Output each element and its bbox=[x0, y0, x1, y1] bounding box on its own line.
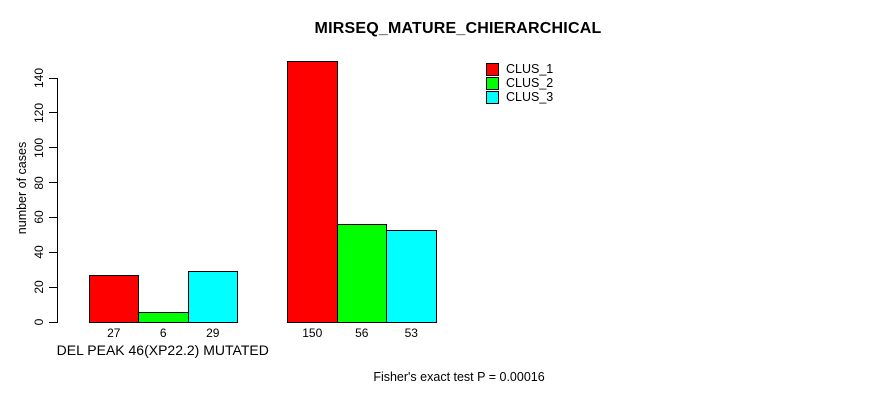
y-tick bbox=[49, 112, 57, 114]
legend-item: CLUS_1 bbox=[486, 62, 553, 76]
legend-label: CLUS_1 bbox=[506, 62, 554, 76]
y-tick-label: 100 bbox=[31, 137, 46, 158]
y-tick-label: 0 bbox=[31, 318, 46, 326]
y-tick-label: 20 bbox=[31, 280, 46, 294]
chart-title: MIRSEQ_MATURE_CHIERARCHICAL bbox=[314, 20, 602, 37]
legend: CLUS_1 CLUS_2 CLUS_3 bbox=[486, 62, 553, 104]
legend-item: CLUS_2 bbox=[486, 76, 553, 90]
bar bbox=[386, 229, 437, 323]
legend-swatch bbox=[486, 90, 499, 104]
bar-value-label: 150 bbox=[302, 325, 323, 340]
bar bbox=[88, 274, 139, 323]
bar-value-label: 56 bbox=[355, 325, 369, 340]
legend-swatch bbox=[486, 62, 499, 76]
bar bbox=[138, 311, 189, 323]
y-tick-label: 140 bbox=[31, 67, 46, 89]
y-tick bbox=[49, 182, 57, 184]
legend-swatch bbox=[486, 76, 499, 90]
y-tick bbox=[49, 251, 57, 253]
y-axis-line bbox=[57, 78, 58, 323]
bar-value-label: 53 bbox=[404, 325, 418, 340]
legend-item: CLUS_3 bbox=[486, 90, 553, 104]
y-tick bbox=[49, 77, 57, 79]
y-tick-label: 120 bbox=[31, 102, 46, 123]
bar bbox=[287, 60, 338, 323]
y-tick-label: 40 bbox=[31, 245, 46, 259]
x-category-label: DEL PEAK 46(XP22.2) MUTATED bbox=[56, 342, 269, 358]
bar bbox=[336, 224, 387, 323]
bar bbox=[187, 271, 238, 323]
y-tick-label: 80 bbox=[31, 175, 46, 190]
bar-value-label: 29 bbox=[206, 325, 220, 340]
y-tick bbox=[49, 321, 57, 323]
y-tick-label: 60 bbox=[31, 210, 46, 225]
y-tick bbox=[49, 286, 57, 288]
legend-label: CLUS_2 bbox=[506, 76, 554, 90]
annotation-text: Fisher's exact test P = 0.00016 bbox=[373, 370, 545, 384]
y-tick bbox=[49, 216, 57, 218]
legend-label: CLUS_3 bbox=[506, 90, 554, 104]
bar-value-label: 27 bbox=[107, 325, 121, 340]
bar-value-label: 6 bbox=[159, 325, 167, 340]
y-tick bbox=[49, 147, 57, 149]
